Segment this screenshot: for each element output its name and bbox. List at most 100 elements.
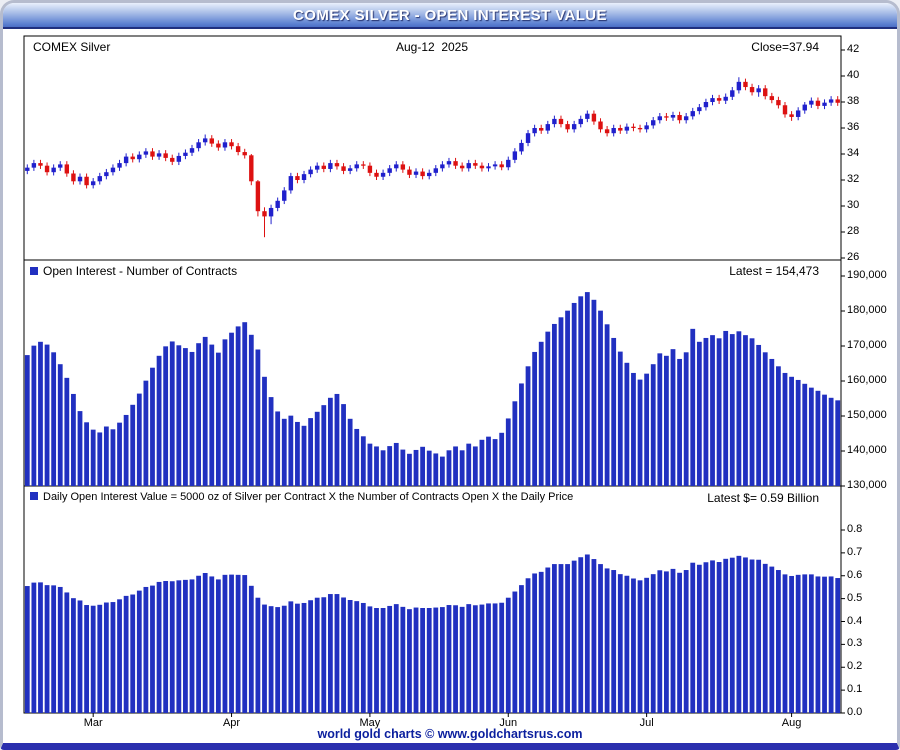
candle-body	[763, 88, 768, 97]
oi-bar	[189, 351, 195, 486]
value-bar	[413, 607, 419, 713]
value-bar	[598, 564, 603, 713]
oi-bar	[183, 348, 188, 486]
oi-bar	[637, 379, 643, 486]
candle-body	[637, 128, 643, 130]
oi-bar	[110, 429, 116, 486]
candle-body	[795, 110, 801, 117]
candle-body	[433, 168, 438, 173]
oi-bar	[229, 332, 234, 486]
candle-body	[420, 171, 425, 177]
candle-body	[413, 171, 419, 175]
oi-bar	[683, 352, 689, 486]
value-bar	[756, 559, 762, 713]
value-bar	[169, 581, 175, 713]
value-bar	[308, 600, 314, 713]
candle-body	[315, 165, 320, 170]
oi-bar	[327, 397, 333, 486]
value-bar	[327, 594, 333, 713]
value-bar	[466, 604, 472, 713]
candle-body	[374, 172, 379, 177]
oi-bar	[202, 336, 208, 486]
oi-bar	[281, 418, 287, 486]
value-bar	[657, 570, 663, 713]
candle-body	[532, 128, 537, 134]
candle-body	[552, 118, 557, 125]
oi-bar	[169, 341, 175, 486]
value-bar	[222, 574, 228, 713]
value-bar	[321, 597, 327, 713]
candle-body	[683, 116, 689, 121]
oi-bar	[97, 432, 103, 486]
oi-bar	[584, 292, 590, 486]
value-bar	[97, 604, 103, 713]
candle-body	[143, 151, 149, 155]
oi-bar	[664, 355, 669, 486]
oi-bar	[749, 338, 755, 486]
candle-body	[756, 88, 761, 93]
oi-bar	[215, 352, 221, 486]
candle-body	[44, 165, 50, 173]
candle-body	[347, 168, 353, 171]
candle-body	[235, 146, 241, 153]
value-bar	[565, 564, 570, 713]
oi-bar	[591, 299, 597, 486]
candle-body	[466, 163, 471, 169]
value-bar	[808, 574, 814, 713]
candle-body	[624, 126, 630, 131]
candle-body	[361, 164, 366, 166]
oi-bar	[235, 326, 241, 486]
candle-body	[262, 211, 267, 217]
value-bar	[163, 581, 169, 713]
oi-bar	[703, 337, 709, 486]
candle-body	[38, 163, 43, 166]
value-bar	[624, 575, 630, 713]
oi-bar	[459, 450, 465, 486]
oi-bar	[360, 436, 366, 486]
oi-bar	[123, 414, 129, 486]
oi-bar	[130, 404, 136, 486]
candle-body	[651, 120, 656, 126]
value-bar	[584, 554, 590, 713]
oi-bar	[446, 450, 452, 486]
oi-bar	[374, 446, 379, 486]
candle-body	[512, 151, 518, 160]
value-bar	[176, 580, 182, 713]
value-bar	[275, 607, 281, 713]
candle-body	[328, 163, 333, 169]
candle-body	[809, 100, 814, 105]
oi-bar	[103, 426, 109, 486]
candle-body	[525, 133, 531, 143]
value-bar	[229, 574, 234, 713]
candle-body	[58, 164, 63, 168]
value-bar	[650, 574, 656, 713]
value-bar	[183, 579, 188, 713]
candle-body	[387, 168, 392, 173]
value-bar	[143, 586, 149, 713]
value-bar	[696, 564, 702, 713]
oi-bar	[77, 411, 83, 486]
candle-body	[123, 156, 129, 164]
value-bar	[710, 560, 715, 713]
candle-body	[84, 176, 89, 186]
value-bar	[479, 604, 485, 713]
value-bar	[202, 573, 208, 713]
oi-bar	[571, 302, 577, 486]
oi-bar	[736, 331, 742, 486]
candle-body	[229, 142, 234, 147]
oi-bar	[380, 450, 386, 486]
value-bar	[795, 574, 801, 713]
candle-body	[321, 165, 326, 169]
value-bar	[248, 585, 254, 713]
candle-body	[97, 176, 102, 182]
candle-body	[209, 138, 214, 144]
candle-body	[242, 152, 247, 156]
value-bar	[815, 576, 821, 713]
candle-body	[473, 163, 478, 166]
value-bar	[551, 564, 557, 713]
value-bar	[578, 557, 584, 713]
candle-body	[571, 124, 577, 130]
candle-body	[815, 100, 821, 106]
value-bar	[64, 592, 70, 713]
